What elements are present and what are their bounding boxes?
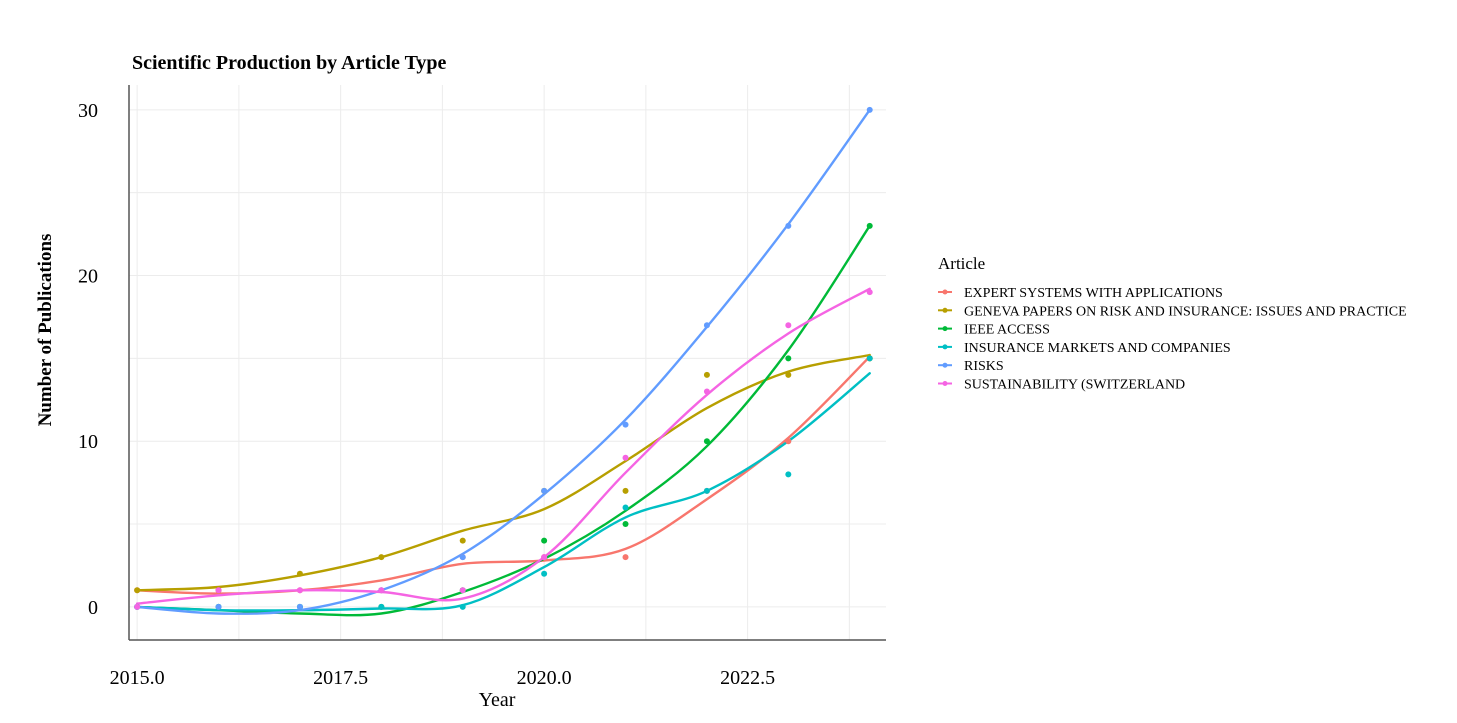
series-2-point xyxy=(378,554,385,561)
series-6-point xyxy=(785,322,792,329)
series-6-point xyxy=(622,454,629,461)
series-6-line xyxy=(135,287,871,605)
series-3-point xyxy=(622,521,629,528)
y-tick-label: 30 xyxy=(78,100,98,122)
series-2-point xyxy=(703,371,710,378)
x-axis-title: Year xyxy=(479,689,516,711)
series-3-point xyxy=(703,438,710,445)
legend-key-point xyxy=(942,362,948,368)
legend-label: GENEVA PAPERS ON RISK AND INSURANCE: ISS… xyxy=(964,304,1407,319)
series-3-point xyxy=(866,222,873,229)
series-5-point xyxy=(215,603,222,610)
series-5-point xyxy=(296,603,303,610)
series-4-point xyxy=(378,603,385,610)
series-5-point xyxy=(866,106,873,113)
series-5-point xyxy=(703,322,710,329)
axes: 0 10 20 30 2015.0 2017.5 2020.0 2022.5 xyxy=(78,85,886,689)
series-6-point xyxy=(541,554,548,561)
series-2-line xyxy=(135,353,871,592)
series-6-point xyxy=(378,587,385,594)
y-tick-label: 20 xyxy=(78,266,98,288)
legend-label: RISKS xyxy=(964,359,1004,374)
legend-label: EXPERT SYSTEMS WITH APPLICATIONS xyxy=(964,286,1223,301)
series-lines xyxy=(135,108,871,617)
series-4-point xyxy=(622,504,629,511)
series-5-point xyxy=(541,487,548,494)
grid xyxy=(129,85,886,640)
legend-label: IEEE ACCESS xyxy=(964,323,1050,338)
legend: EXPERT SYSTEMS WITH APPLICATIONS GENEVA P… xyxy=(938,286,1407,393)
legend-key-point xyxy=(942,307,948,313)
series-3-line xyxy=(135,224,871,617)
series-5-point xyxy=(785,222,792,229)
y-tick-label: 10 xyxy=(78,431,98,453)
x-tick-label: 2017.5 xyxy=(313,667,368,689)
series-6-point xyxy=(296,587,303,594)
series-points xyxy=(134,106,873,610)
series-2-point xyxy=(459,537,466,544)
series-4-line xyxy=(135,372,871,612)
series-5-line xyxy=(135,108,871,615)
series-4-point xyxy=(541,570,548,577)
legend-key-point xyxy=(942,381,948,386)
x-tick-label: 2022.5 xyxy=(720,667,775,689)
legend-key-point xyxy=(942,289,948,295)
series-6-point xyxy=(866,289,873,296)
series-4-point xyxy=(785,471,792,478)
legend-label: SUSTAINABILITY (SWITZERLAND xyxy=(964,378,1185,393)
y-axis-title: Number of Publications xyxy=(35,234,56,427)
legend-label: INSURANCE MARKETS AND COMPANIES xyxy=(964,341,1231,356)
series-4-point xyxy=(703,487,710,494)
legend-title: Article xyxy=(938,254,985,273)
series-6-point xyxy=(134,603,141,610)
series-1-point xyxy=(785,438,792,445)
series-6-point xyxy=(459,587,466,594)
x-tick-label: 2015.0 xyxy=(110,667,165,689)
y-tick-label: 0 xyxy=(88,597,98,619)
chart-title: Scientific Production by Article Type xyxy=(132,52,447,74)
series-6-point xyxy=(703,388,710,395)
series-2-point xyxy=(296,570,303,577)
series-5-point xyxy=(459,554,466,561)
series-3-point xyxy=(541,537,548,544)
legend-key-point xyxy=(942,326,948,332)
x-tick-label: 2020.0 xyxy=(517,667,572,689)
series-1-line xyxy=(135,355,871,595)
series-4-point xyxy=(866,355,873,362)
series-5-point xyxy=(622,421,629,428)
series-3-point xyxy=(785,355,792,362)
series-2-point xyxy=(785,371,792,378)
series-6-point xyxy=(215,587,222,594)
series-2-point xyxy=(622,487,629,494)
series-2-point xyxy=(134,587,141,594)
series-1-point xyxy=(622,554,629,561)
legend-key-point xyxy=(942,344,948,350)
series-4-point xyxy=(459,603,466,610)
